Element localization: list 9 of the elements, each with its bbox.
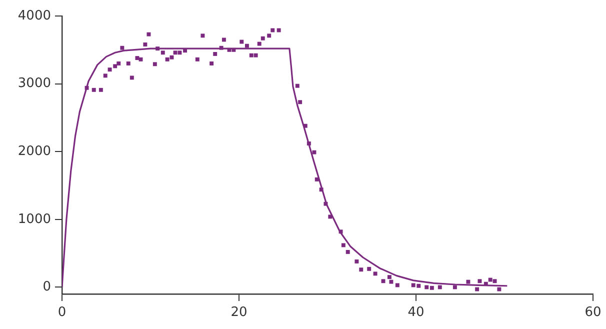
y-tick-label: 0 (42, 280, 51, 295)
y-tick-label: 3000 (18, 76, 51, 92)
x-tick-label: 20 (230, 305, 248, 320)
x-tick-label: 0 (58, 305, 66, 320)
x-tick-label: 40 (408, 305, 424, 320)
y-tick-label: 2000 (18, 144, 51, 159)
y-tick-label: 4000 (18, 8, 51, 24)
x-tick-label: 60 (584, 305, 602, 320)
y-tick-label: 1000 (18, 212, 51, 227)
